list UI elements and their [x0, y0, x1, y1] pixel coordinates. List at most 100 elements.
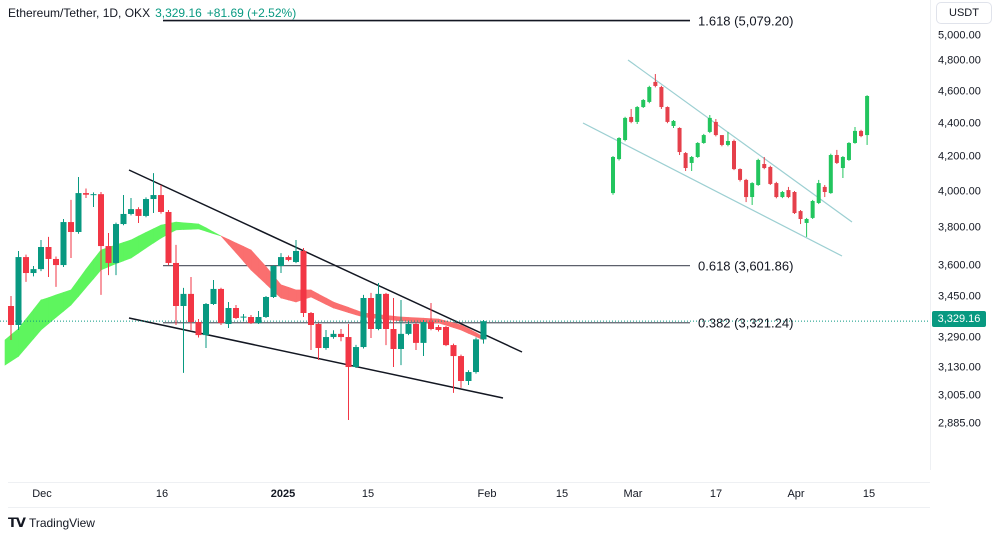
candle[interactable] — [90, 192, 97, 207]
candle[interactable] — [135, 207, 142, 223]
candle[interactable] — [75, 176, 82, 234]
candle[interactable] — [398, 300, 404, 366]
illustration-candle[interactable] — [653, 74, 658, 88]
candle[interactable] — [255, 311, 262, 324]
illustration-candle[interactable] — [719, 135, 724, 147]
illustration-candle[interactable] — [611, 156, 615, 195]
illustration-candle[interactable] — [804, 217, 809, 237]
candle[interactable] — [330, 330, 337, 339]
candle[interactable] — [23, 254, 29, 282]
candle[interactable] — [105, 232, 112, 276]
illustration-candle[interactable] — [768, 165, 773, 185]
candle[interactable] — [383, 292, 389, 346]
illustration-candle[interactable] — [774, 181, 779, 199]
illustration-candle[interactable] — [853, 126, 857, 144]
candle[interactable] — [405, 321, 412, 336]
candle[interactable] — [120, 195, 127, 226]
illustration-candle[interactable] — [671, 120, 676, 128]
candle[interactable] — [53, 256, 59, 287]
illustration-candle[interactable] — [617, 137, 622, 161]
price-chart[interactable] — [0, 0, 930, 480]
candle[interactable] — [158, 185, 164, 214]
illustration-candle[interactable] — [713, 119, 718, 137]
illustration-candle[interactable] — [683, 152, 688, 171]
illustration-candle[interactable] — [834, 149, 839, 164]
illustration-candle[interactable] — [689, 156, 694, 171]
candle[interactable] — [248, 315, 254, 324]
candle[interactable] — [240, 314, 247, 321]
candle[interactable] — [458, 354, 464, 388]
candle[interactable] — [195, 319, 202, 338]
candle[interactable] — [8, 295, 14, 340]
wedge-upper-trendline[interactable] — [128, 169, 523, 353]
time-axis[interactable] — [8, 482, 930, 508]
candle[interactable] — [375, 282, 382, 331]
candle[interactable] — [285, 255, 292, 262]
candle[interactable] — [98, 192, 104, 295]
candle[interactable] — [263, 295, 269, 318]
illustration-candle[interactable] — [623, 116, 628, 142]
candle[interactable] — [360, 294, 367, 349]
candle[interactable] — [60, 219, 67, 268]
candle[interactable] — [165, 210, 172, 266]
illustration-candle[interactable] — [792, 190, 797, 214]
illustration-candle[interactable] — [828, 153, 833, 194]
candle[interactable] — [308, 312, 314, 350]
candle[interactable] — [143, 197, 149, 218]
candle[interactable] — [473, 337, 479, 374]
candle[interactable] — [83, 188, 89, 198]
candle[interactable] — [38, 239, 44, 272]
candle[interactable] — [300, 247, 307, 317]
illustration-candle[interactable] — [810, 199, 815, 219]
candle[interactable] — [353, 344, 359, 368]
candle[interactable] — [480, 320, 487, 344]
illustration-candle[interactable] — [786, 186, 791, 199]
candle[interactable] — [188, 276, 194, 330]
illustration-candle[interactable] — [762, 157, 767, 170]
illustration-candle[interactable] — [865, 95, 870, 145]
candle[interactable] — [413, 323, 419, 350]
illustration-candle[interactable] — [635, 106, 640, 124]
illustration-candle[interactable] — [840, 156, 845, 178]
illustration-candle[interactable] — [756, 158, 761, 186]
candle[interactable] — [180, 287, 187, 373]
illustration-candle[interactable] — [629, 108, 634, 124]
candle[interactable] — [113, 222, 119, 276]
illustration-candle[interactable] — [744, 178, 749, 203]
candle[interactable] — [323, 329, 329, 350]
candle[interactable] — [315, 323, 322, 360]
candle[interactable] — [128, 197, 134, 216]
candle[interactable] — [345, 324, 352, 421]
candle[interactable] — [368, 292, 374, 339]
wedge-lower-trendline[interactable] — [128, 317, 504, 399]
illustration-candle[interactable] — [659, 85, 664, 109]
candle[interactable] — [150, 173, 157, 214]
candle[interactable] — [173, 244, 179, 325]
illustration-candle[interactable] — [859, 129, 864, 138]
candle[interactable] — [270, 265, 277, 298]
illustration-candle[interactable] — [738, 168, 743, 182]
illustration-candle[interactable] — [798, 210, 803, 225]
candle[interactable] — [278, 253, 284, 274]
candle[interactable] — [420, 320, 427, 357]
candle[interactable] — [233, 305, 239, 319]
candle[interactable] — [443, 326, 449, 347]
candle[interactable] — [225, 302, 232, 328]
illustration-candle[interactable] — [780, 190, 785, 199]
illustration-candle[interactable] — [701, 133, 706, 144]
candle[interactable] — [390, 298, 397, 368]
illustration-candle[interactable] — [677, 127, 682, 156]
illustration-candle[interactable] — [641, 99, 646, 108]
candle[interactable] — [338, 329, 344, 342]
candle[interactable] — [428, 303, 434, 331]
candle[interactable] — [293, 239, 299, 264]
illustration-candle[interactable] — [647, 85, 652, 104]
candle[interactable] — [68, 199, 74, 259]
candle[interactable] — [218, 287, 224, 325]
illustration-candle[interactable] — [750, 182, 755, 205]
candle[interactable] — [203, 303, 209, 349]
candle[interactable] — [30, 266, 37, 277]
illustration-candle[interactable] — [822, 185, 827, 198]
illustration-candle[interactable] — [707, 115, 712, 134]
candle[interactable] — [210, 280, 217, 305]
